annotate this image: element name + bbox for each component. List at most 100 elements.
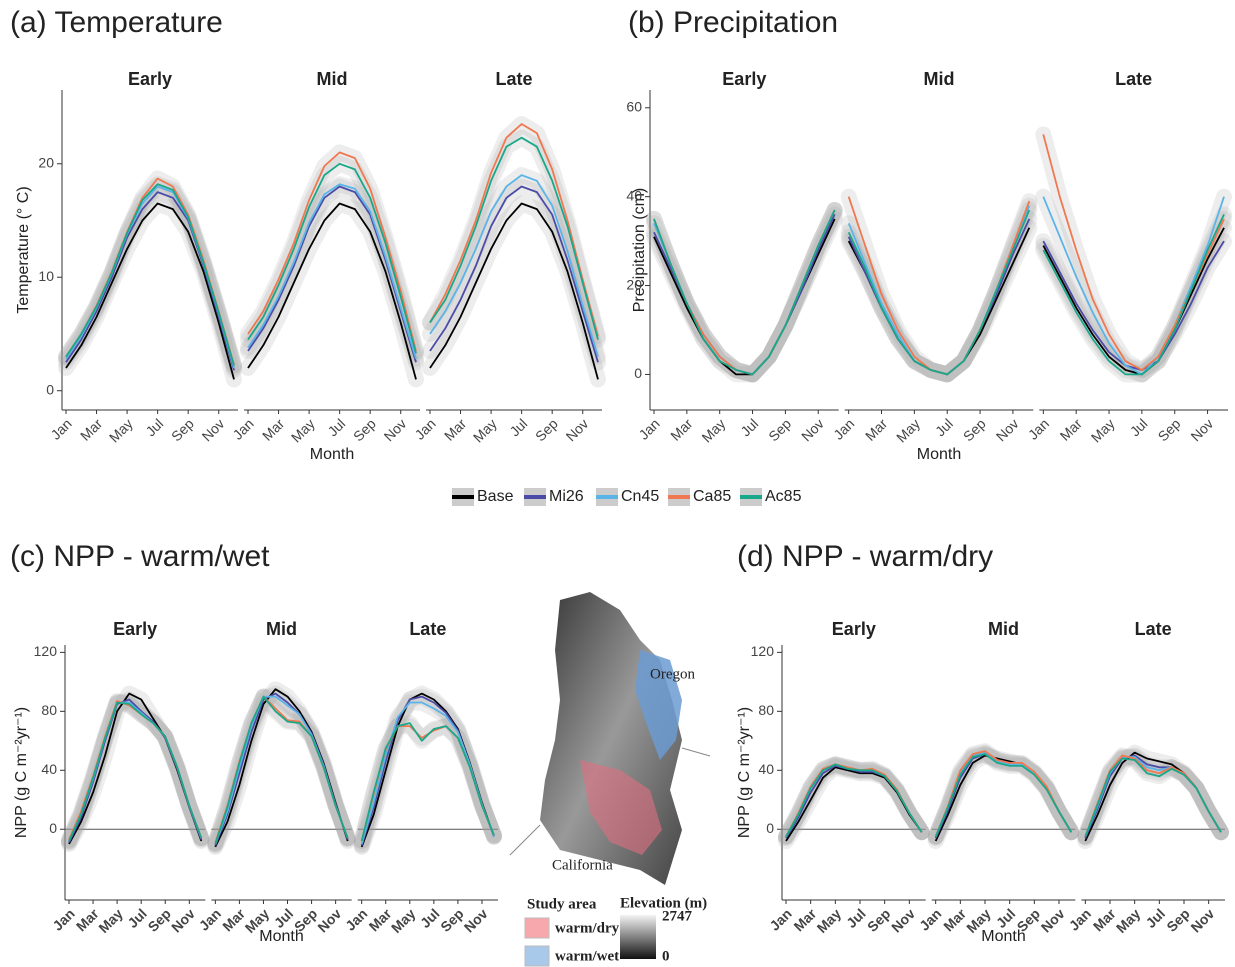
facet-title: Early [113, 619, 157, 639]
x-tick-label: Jul [1127, 415, 1151, 439]
elevation-min: 0 [662, 948, 670, 964]
x-tick-label: Nov [199, 415, 228, 444]
y-tick-label: 80 [758, 702, 774, 718]
x-tick-label: May [1088, 415, 1118, 445]
x-tick-label: Mar [1057, 415, 1086, 444]
y-tick-label: 0 [49, 820, 57, 836]
x-tick-label: May [814, 905, 845, 936]
x-tick-label: Mar [77, 415, 106, 444]
warm-wet-region [635, 650, 682, 760]
x-tick-label: Jul [271, 905, 297, 931]
x-tick-label: Sep [864, 905, 893, 934]
map-legend-item: warm/dry [555, 920, 620, 936]
series-line [847, 209, 1031, 376]
x-tick-label: Nov [1187, 905, 1217, 935]
series-line [360, 722, 495, 842]
panel-title: (d) NPP - warm/dry [737, 540, 993, 573]
facet-title: Early [832, 619, 876, 639]
series-line [247, 202, 417, 380]
legend-swatch [524, 917, 550, 939]
y-axis-label: Temperature (° C) [15, 186, 32, 313]
x-tick-label: Jan [342, 905, 370, 933]
x-tick-label: Nov [461, 905, 491, 935]
y-tick-label: 20 [38, 154, 54, 170]
legend-label: Base [477, 488, 514, 505]
series-line [247, 185, 417, 363]
y-tick-label: 40 [41, 761, 57, 777]
x-tick-label: Jan [411, 415, 438, 442]
series-line [429, 174, 599, 357]
series-line [429, 185, 599, 363]
elevation-scale [620, 915, 656, 959]
x-tick-label: Nov [888, 905, 918, 935]
facet-title: Late [409, 619, 446, 639]
y-tick-label: 40 [626, 187, 642, 203]
x-tick-label: Nov [381, 415, 410, 444]
legend-label: Cn45 [621, 488, 659, 505]
x-tick-label: May [893, 415, 923, 445]
x-tick-label: Jul [417, 905, 443, 931]
x-tick-label: Jul [1142, 905, 1168, 931]
y-tick-label: 20 [626, 276, 642, 292]
series-line [785, 763, 923, 838]
x-axis-label: Month [259, 928, 303, 945]
y-axis-label: NPP (g C m⁻²yr⁻¹) [13, 707, 30, 838]
map: Oregon California Study area warm/dry wa… [509, 592, 711, 967]
series-line [1042, 227, 1225, 376]
x-tick-label: Jan [196, 905, 224, 933]
legend-label: Ca85 [693, 488, 731, 505]
x-tick-label: Mar [441, 415, 470, 444]
x-tick-label: Jul [993, 905, 1019, 931]
x-tick-label: Jul [324, 415, 348, 439]
x-tick-label: Nov [993, 415, 1022, 444]
x-tick-label: Mar [862, 415, 891, 444]
x-tick-label: Jul [843, 905, 869, 931]
x-tick-label: Mar [73, 905, 102, 934]
x-tick-label: Jan [229, 415, 256, 442]
x-tick-label: May [698, 415, 728, 445]
x-tick-label: Sep [532, 415, 561, 444]
map-legend-item: warm/wet [555, 948, 619, 964]
x-tick-label: May [95, 905, 126, 936]
series-line [653, 218, 836, 376]
x-tick-label: Nov [798, 415, 827, 444]
border-line [509, 824, 541, 856]
x-tick-label: Nov [1038, 905, 1068, 935]
facet-title: Early [128, 69, 172, 89]
facet-title: Mid [317, 69, 348, 89]
y-tick-label: 60 [626, 98, 642, 114]
x-tick-label: Mar [667, 415, 696, 444]
x-tick-label: Mar [1090, 905, 1119, 934]
x-tick-label: Jan [1066, 905, 1094, 933]
x-tick-label: May [388, 905, 419, 936]
y-tick-label: 0 [46, 381, 54, 397]
series-line [247, 183, 417, 360]
series-line [65, 183, 235, 366]
x-tick-label: Jul [124, 905, 150, 931]
elevation-max: 2747 [662, 908, 693, 924]
x-tick-label: Mar [790, 905, 819, 934]
series-line [1084, 757, 1222, 837]
x-axis-label: Month [310, 446, 354, 463]
series-line [429, 202, 599, 380]
series-line [68, 701, 203, 842]
panel-title: (b) Precipitation [628, 6, 838, 39]
series-line [247, 151, 417, 352]
x-tick-label: Jan [766, 905, 794, 933]
series-line [429, 136, 599, 340]
x-tick-label: Mar [259, 415, 288, 444]
x-tick-label: May [470, 415, 500, 445]
warm-dry-region [580, 760, 662, 855]
facet-title: Early [722, 69, 766, 89]
x-tick-label: Sep [145, 905, 174, 934]
elevation-title: Elevation (m) [620, 895, 707, 911]
x-tick-label: Jan [1025, 415, 1052, 442]
x-tick-label: Sep [1155, 415, 1184, 444]
y-axis-label: NPP (g C m⁻²yr⁻¹) [736, 707, 753, 838]
series-line [214, 695, 349, 845]
x-tick-label: Jan [635, 415, 662, 442]
map-label: Oregon [650, 666, 695, 682]
series-line [1042, 214, 1225, 376]
x-tick-label: Sep [960, 415, 989, 444]
